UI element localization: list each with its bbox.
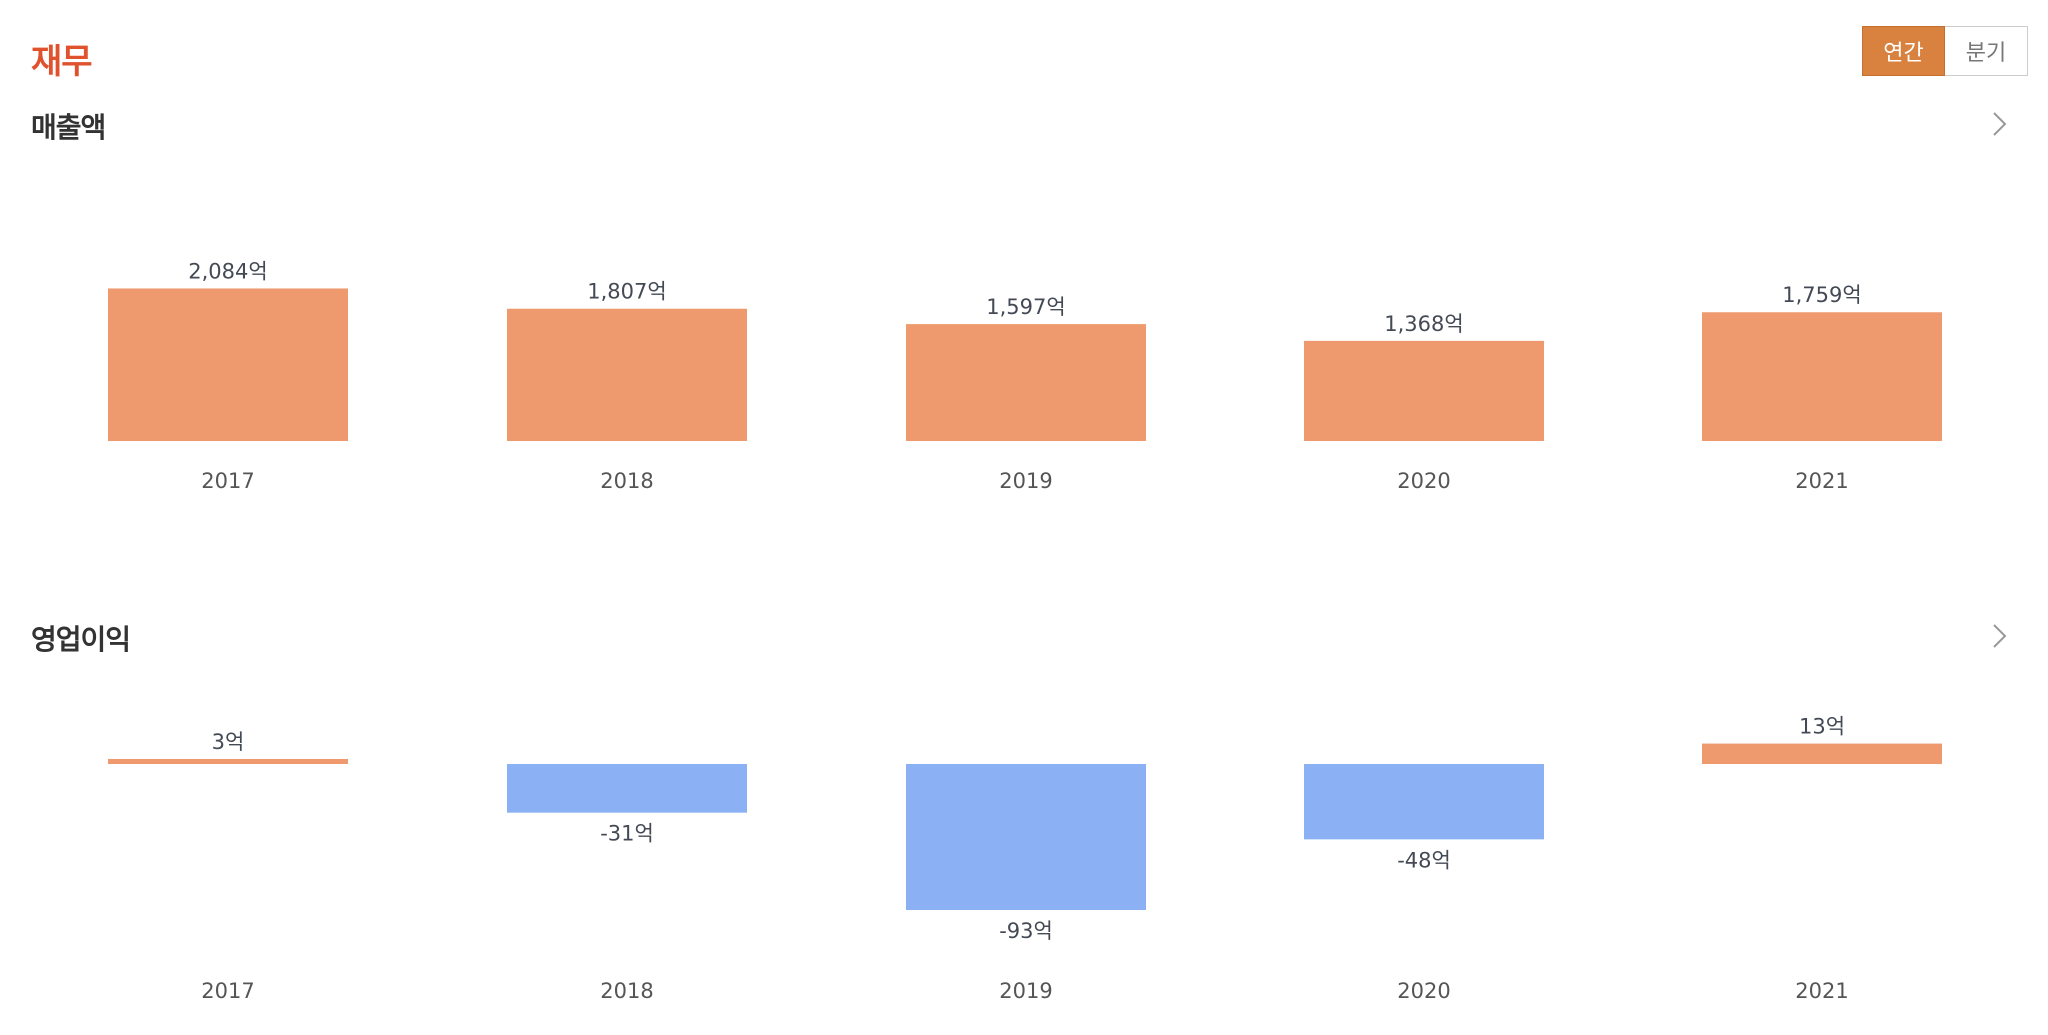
revenue-value-label: 1,759억 [1782, 283, 1861, 307]
revenue-bar [507, 308, 747, 441]
chevron-right-icon[interactable] [1984, 621, 2014, 651]
operating-profit-year-label: 2019 [999, 979, 1052, 1003]
revenue-bar [906, 324, 1146, 441]
revenue-year-label: 2017 [201, 469, 254, 493]
operating-profit-year-label: 2021 [1795, 979, 1848, 1003]
operating-profit-bar [906, 764, 1146, 911]
revenue-bar [1702, 312, 1942, 441]
operating-profit-year-label: 2017 [201, 979, 254, 1003]
period-toggle: 연간 분기 [1862, 26, 2028, 76]
chevron-right-icon[interactable] [1984, 109, 2014, 139]
revenue-year-label: 2018 [600, 469, 653, 493]
operating-profit-bar [507, 764, 747, 813]
revenue-chart-title: 매출액 [31, 111, 106, 144]
operating-profit-value-label: 13억 [1799, 715, 1845, 739]
revenue-year-label: 2019 [999, 469, 1052, 493]
revenue-chart: 2,084억 2017 1,807억 2018 1,597억 2019 1,368억 2020… [108, 259, 1942, 493]
operating-profit-year-label: 2020 [1397, 979, 1450, 1003]
operating-profit-value-label: -93억 [999, 919, 1053, 943]
operating-profit-bar [1304, 764, 1544, 840]
operating-profit-value-label: -48억 [1397, 848, 1451, 872]
revenue-value-label: 1,368억 [1384, 312, 1463, 336]
revenue-value-label: 1,807억 [587, 280, 666, 304]
section-title: 재무 [31, 42, 93, 82]
revenue-bar [1304, 340, 1544, 441]
revenue-year-label: 2020 [1397, 469, 1450, 493]
operating-profit-chart-title: 영업이익 [31, 623, 131, 656]
operating-profit-value-label: 3억 [212, 730, 245, 754]
toggle-annual-button[interactable]: 연간 [1862, 26, 1945, 76]
revenue-bar [108, 288, 348, 441]
operating-profit-year-label: 2018 [600, 979, 653, 1003]
toggle-quarterly-button[interactable]: 분기 [1945, 26, 2028, 76]
operating-profit-value-label: -31억 [600, 822, 654, 846]
operating-profit-bar [108, 759, 348, 764]
revenue-value-label: 2,084억 [188, 259, 267, 283]
revenue-year-label: 2021 [1795, 469, 1848, 493]
operating-profit-bar [1702, 743, 1942, 764]
revenue-value-label: 1,597억 [986, 295, 1065, 319]
